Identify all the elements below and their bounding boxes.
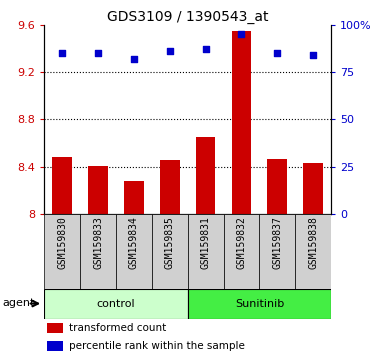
Text: GSM159835: GSM159835 <box>165 216 175 269</box>
Text: GSM159834: GSM159834 <box>129 216 139 269</box>
Text: GSM159832: GSM159832 <box>236 216 246 269</box>
Bar <box>232 31 251 214</box>
Bar <box>224 214 259 289</box>
Bar <box>303 163 323 214</box>
Point <box>238 32 244 37</box>
Text: transformed count: transformed count <box>69 323 166 333</box>
Point <box>95 50 101 56</box>
Bar <box>47 341 63 351</box>
Text: Sunitinib: Sunitinib <box>235 298 284 309</box>
Bar <box>268 159 287 214</box>
Bar <box>196 137 216 214</box>
Text: GSM159838: GSM159838 <box>308 216 318 269</box>
Point <box>131 56 137 62</box>
Point <box>274 50 280 56</box>
Text: GSM159833: GSM159833 <box>93 216 103 269</box>
Bar <box>116 214 152 289</box>
Text: percentile rank within the sample: percentile rank within the sample <box>69 341 244 351</box>
Text: control: control <box>97 298 135 309</box>
Bar <box>47 323 63 333</box>
Text: GSM159837: GSM159837 <box>272 216 282 269</box>
Bar <box>188 289 331 319</box>
Text: agent: agent <box>2 298 34 308</box>
Bar <box>88 166 108 214</box>
Bar <box>44 289 188 319</box>
Text: GSM159830: GSM159830 <box>57 216 67 269</box>
Point <box>310 52 316 58</box>
Bar <box>152 214 188 289</box>
Bar <box>52 157 72 214</box>
Bar <box>259 214 295 289</box>
Bar <box>44 214 80 289</box>
Bar <box>160 160 180 214</box>
Bar <box>188 214 224 289</box>
Title: GDS3109 / 1390543_at: GDS3109 / 1390543_at <box>107 10 268 24</box>
Bar <box>80 214 116 289</box>
Point <box>59 50 65 56</box>
Bar <box>124 181 144 214</box>
Bar <box>295 214 331 289</box>
Point <box>167 48 173 54</box>
Point <box>203 47 209 52</box>
Text: GSM159831: GSM159831 <box>201 216 211 269</box>
